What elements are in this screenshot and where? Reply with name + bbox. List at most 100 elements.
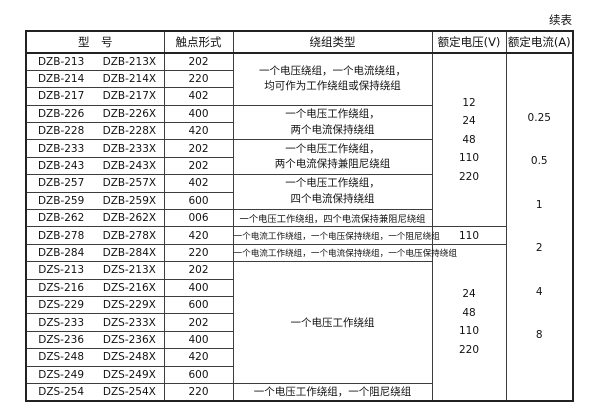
contact-cell: 220 — [163, 69, 234, 89]
model-number: DZS-236X — [102, 333, 156, 346]
winding-text-line: 一个电压工作绕组， — [285, 107, 380, 120]
winding-text-line: 一个电压工作绕组， — [285, 142, 380, 155]
winding-text-line: 一个电压绕组，一个电流绕组， — [259, 64, 406, 77]
model-number: DZB-226X — [102, 107, 157, 120]
table-row: DZB-262 DZB-262X 006 一个电压工作绕组，四个电流保持兼阻尼绕组 — [25, 209, 573, 228]
table-row: DZS-254 DZS-254X 220 一个电压工作绕组，一个阻尼绕组 — [25, 382, 573, 402]
winding-cell: 一个电流工作绕组，一个电流保持绕组，一个电压保持绕组 — [232, 243, 457, 263]
winding-text-line: 一个电压工作绕组，一个阻尼绕组 — [253, 386, 412, 399]
model-number: DZB-259X — [102, 194, 157, 207]
model-number: DZS-249X — [102, 368, 156, 381]
contact-cell: 220 — [163, 243, 234, 263]
winding-cell: 一个电压工作绕组， 四个电流保持绕组 — [232, 174, 433, 211]
winding-cell: 一个电流工作绕组，一个电压保持绕组，一个阻尼绕组 — [232, 226, 440, 245]
model-number: DZS-229 — [38, 299, 85, 312]
model-number: DZB-262 — [37, 212, 85, 225]
column-header-contact-form: 触点形式 — [163, 30, 234, 54]
voltage-value: 220 — [458, 343, 480, 356]
table-row: DZB-257 DZB-257X 402 一个电压工作绕组， 四个电流保持绕组 — [25, 174, 573, 211]
table-row: DZS-248 DZS-248X 420 — [25, 348, 573, 367]
contact-cell: 400 — [163, 330, 234, 350]
voltage-cell: 12 24 48 110 220 — [431, 52, 507, 228]
current-value: 4 — [535, 285, 543, 298]
model-cell: DZB-213 DZB-213X — [25, 52, 165, 71]
model-number: DZS-233 — [38, 316, 85, 329]
model-number: DZB-228 — [37, 125, 85, 138]
model-cell: DZS-216 DZS-216X — [25, 278, 165, 297]
model-cell: DZB-226 DZB-226X — [25, 104, 165, 124]
contact-cell: 006 — [163, 209, 234, 228]
winding-text-line: 四个电流保持绕组 — [290, 193, 375, 206]
model-number: DZB-259 — [37, 194, 85, 207]
voltage-value: 12 — [462, 96, 476, 109]
model-cell: DZS-254 DZS-254X — [25, 382, 165, 402]
table-row: DZB-233 DZB-233X 202 一个电压工作绕组， 两个电流保持兼阻尼绕组 — [25, 139, 573, 176]
model-cell: DZB-259 DZB-259X — [25, 191, 165, 211]
model-cell: DZS-248 DZS-248X — [25, 348, 165, 367]
model-number: DZB-284X — [102, 246, 157, 259]
model-number: DZB-233 — [37, 142, 85, 155]
model-number: DZB-257X — [102, 177, 157, 190]
model-number: DZS-236 — [38, 333, 85, 346]
column-header-rated-voltage: 额定电压(V) — [431, 30, 507, 54]
model-cell: DZB-243 DZB-243X — [25, 156, 165, 176]
table-row: DZS-213 DZS-213X 202 一个电压工作绕组 — [25, 261, 573, 384]
winding-text-line: 一个电压工作绕组，四个电流保持兼阻尼绕组 — [239, 214, 426, 226]
model-number: DZS-229X — [102, 299, 156, 312]
model-number: DZB-243X — [102, 160, 157, 173]
winding-text-line: 均可作为工作绕组或保持绕组 — [264, 80, 401, 93]
winding-cell: 一个电压绕组，一个电流绕组， 均可作为工作绕组或保持绕组 — [232, 52, 433, 106]
model-number: DZS-216X — [102, 281, 156, 294]
model-number: DZS-254 — [38, 385, 85, 398]
model-number: DZB-284 — [37, 246, 85, 259]
model-number: DZB-228X — [102, 125, 157, 138]
model-cell: DZB-278 DZB-278X — [25, 226, 165, 245]
winding-text-line: 一个电流工作绕组，一个电流保持绕组，一个电压保持绕组 — [233, 248, 457, 259]
table-row: DZS-236 DZS-236X 400 — [25, 330, 573, 350]
column-header-rated-current: 额定电流(A) — [505, 30, 574, 54]
contact-cell: 202 — [163, 261, 234, 280]
contact-cell: 402 — [163, 174, 234, 193]
model-number: DZS-213X — [102, 264, 156, 277]
winding-text-line: 两个电流保持绕组 — [290, 123, 375, 136]
contact-cell: 400 — [163, 104, 234, 124]
winding-text-line: 一个电压工作绕组， — [285, 177, 380, 190]
continued-table-label: 续表 — [549, 13, 572, 27]
current-value: 0.25 — [527, 111, 551, 124]
column-header-model: 型 号 — [25, 30, 165, 54]
model-number: DZB-233X — [102, 142, 157, 155]
model-cell: DZB-284 DZB-284X — [25, 243, 165, 263]
table-row: DZB-278 DZB-278X 420 一个电流工作绕组，一个电压保持绕组，一个… — [25, 226, 573, 245]
table-row: DZS-229 DZS-229X 600 — [25, 295, 573, 315]
model-cell: DZS-213 DZS-213X — [25, 261, 165, 280]
model-number: DZB-226 — [37, 107, 85, 120]
voltage-value: 110 — [458, 152, 480, 165]
header-row: 型 号 触点形式 绕组类型 额定电压(V) 额定电流(A) — [25, 30, 574, 54]
model-cell: DZB-228 DZB-228X — [25, 122, 165, 141]
voltage-value: 110 — [458, 229, 480, 242]
winding-cell: 一个电压工作绕组， 两个电流保持兼阻尼绕组 — [232, 139, 433, 176]
model-cell: DZS-236 DZS-236X — [25, 330, 165, 350]
voltage-cell: 110 — [431, 226, 507, 245]
current-value: 8 — [535, 329, 543, 342]
voltage-value: 24 — [462, 115, 476, 128]
model-number: DZB-262X — [102, 212, 157, 225]
model-number: DZS-248X — [102, 351, 156, 364]
voltage-value: 110 — [458, 325, 480, 338]
winding-cell: 一个电压工作绕组，四个电流保持兼阻尼绕组 — [232, 209, 433, 228]
winding-cell: 一个电压工作绕组 — [232, 261, 433, 384]
model-cell: DZB-262 DZB-262X — [25, 209, 165, 228]
voltage-value: 220 — [458, 170, 480, 183]
model-number: DZS-213 — [38, 264, 85, 277]
model-number: DZS-216 — [38, 281, 85, 294]
current-value: 1 — [535, 198, 543, 211]
model-number: DZB-217X — [102, 90, 157, 103]
contact-cell: 202 — [163, 156, 234, 176]
model-number: DZB-214X — [102, 73, 157, 86]
contact-cell: 402 — [163, 87, 234, 106]
contact-cell: 400 — [163, 278, 234, 297]
model-cell: DZB-217 DZB-217X — [25, 87, 165, 106]
model-number: DZS-233X — [102, 316, 156, 329]
model-number: DZB-278 — [37, 229, 85, 242]
